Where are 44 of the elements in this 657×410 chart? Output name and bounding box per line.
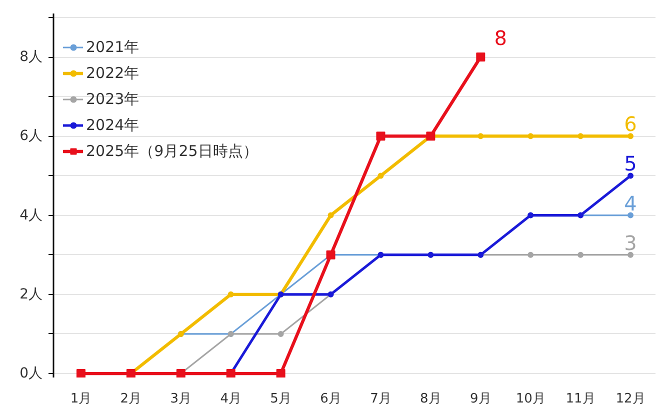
x-tick-label: 10月 <box>516 392 546 406</box>
point <box>578 133 584 140</box>
x-tick-label: 3月 <box>170 392 192 406</box>
point <box>378 172 384 179</box>
x-tick-label: 4月 <box>220 392 242 406</box>
point <box>476 52 486 62</box>
x-tick-label: 5月 <box>270 392 292 406</box>
data-label: 6 <box>624 112 637 136</box>
data-label: 5 <box>624 152 637 176</box>
point <box>478 133 484 140</box>
x-tick-label: 7月 <box>370 392 392 406</box>
x-tick-label: 12月 <box>616 392 646 406</box>
y-tick-label: 4人 <box>20 207 43 224</box>
x-tick-label: 8月 <box>420 392 442 406</box>
y-tick-label: 2人 <box>20 286 43 302</box>
point <box>578 252 584 258</box>
point <box>276 369 286 378</box>
legend-label: 2021年 <box>86 37 140 57</box>
point <box>528 252 534 258</box>
y-tick-label: 6人 <box>20 128 43 144</box>
x-tick-label: 11月 <box>566 392 596 406</box>
data-label: 3 <box>624 230 637 255</box>
data-label: 4 <box>624 191 637 216</box>
point <box>628 133 634 140</box>
y-tick-label: 8人 <box>20 49 43 66</box>
x-tick-label: 6月 <box>320 392 342 406</box>
point <box>628 172 634 179</box>
legend-label: 2025年（9月25日時点） <box>86 141 258 161</box>
x-tick-label: 1月 <box>70 392 92 406</box>
point <box>376 132 386 141</box>
y-tick-label: 0人 <box>20 366 43 382</box>
point <box>328 212 334 218</box>
point <box>628 252 634 258</box>
point <box>528 133 534 140</box>
point <box>278 330 284 337</box>
legend-label: 2022年 <box>86 63 140 83</box>
legend-label: 2024年 <box>86 115 140 135</box>
x-tick-label: 2月 <box>120 392 142 406</box>
data-label: 8 <box>494 26 508 50</box>
legend-label: 2023年 <box>86 89 140 109</box>
point <box>228 291 234 298</box>
point <box>628 212 634 218</box>
point <box>76 369 86 378</box>
x-tick-label: 9月 <box>470 392 492 406</box>
